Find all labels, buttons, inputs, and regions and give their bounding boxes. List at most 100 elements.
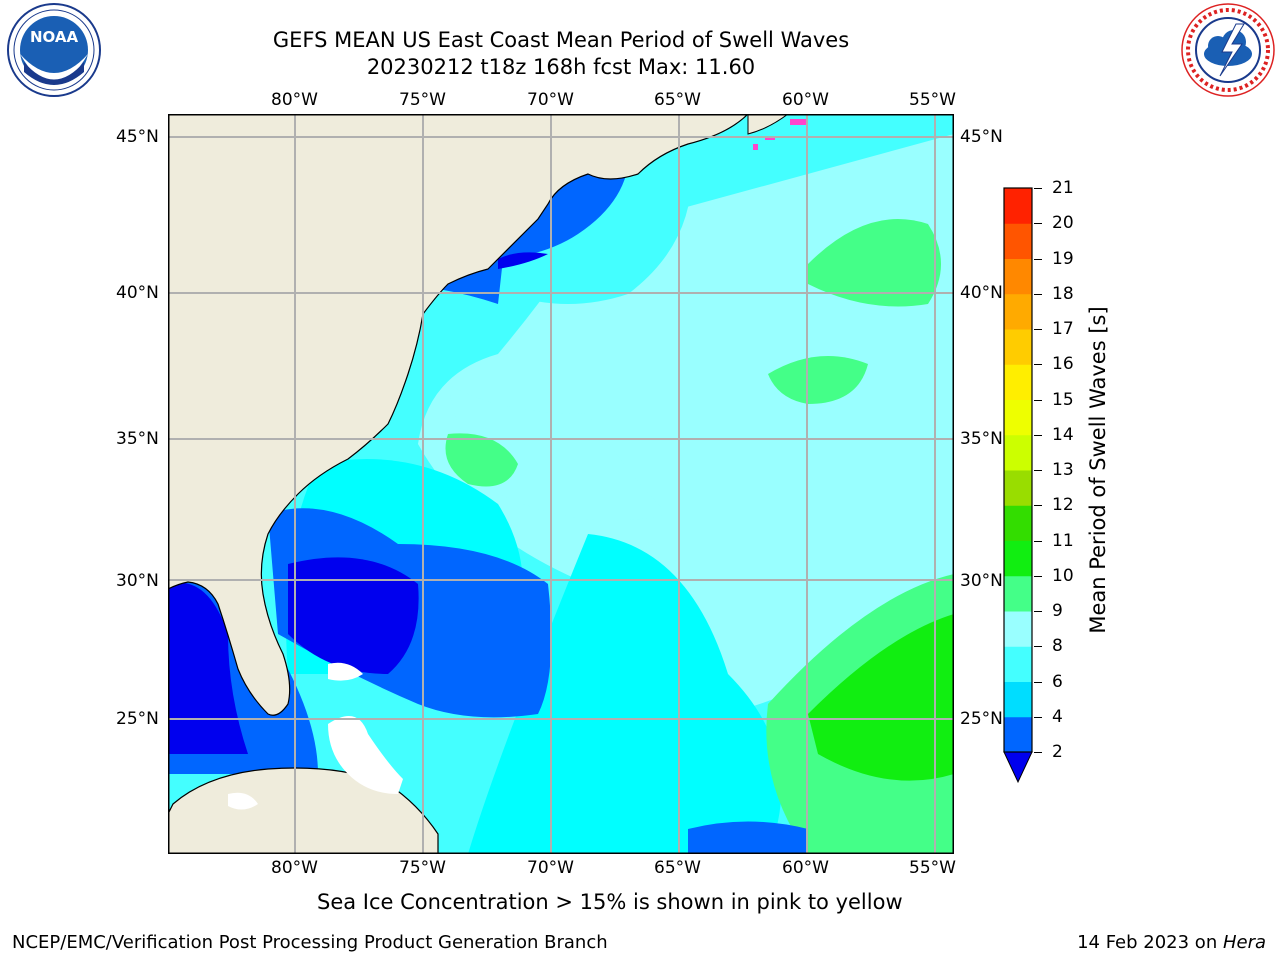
colorbar-tick-label: 4: [1052, 706, 1063, 727]
colorbar: [1003, 187, 1033, 784]
lat-label-left: 25°N: [116, 709, 159, 729]
lon-label-top: 70°W: [527, 90, 574, 110]
colorbar-cell: [1004, 258, 1032, 295]
colorbar-tick-mark: [1034, 258, 1042, 260]
colorbar-cell: [1004, 223, 1032, 259]
chart-subtitle: 20230212 t18z 168h fcst Max: 11.60: [366, 55, 756, 79]
colorbar-tick-mark: [1034, 646, 1042, 648]
bahamas-banks: [328, 662, 363, 681]
lon-label-bottom: 80°W: [271, 858, 318, 878]
colorbar-cell: [1004, 611, 1032, 647]
swell-below-2s-region: [168, 582, 248, 754]
map-gridlines: [168, 114, 954, 854]
colorbar-tick-mark: [1034, 223, 1042, 225]
swell-below-2s-region: [498, 252, 548, 269]
colorbar-tick-mark: [1034, 399, 1042, 401]
swell-8-9s-region: [448, 384, 668, 521]
colorbar-tick-mark: [1034, 364, 1042, 366]
colorbar-tick-mark: [1034, 681, 1042, 683]
lat-label-right: 45°N: [960, 127, 1003, 147]
colorbar-tick-mark: [1034, 329, 1042, 330]
colorbar-tick-label: 21: [1052, 178, 1074, 198]
bahamas-banks: [228, 792, 258, 810]
colorbar-tick-mark: [1034, 575, 1042, 577]
colorbar-tick-label: 11: [1052, 530, 1074, 551]
lon-label-top: 65°W: [654, 90, 701, 110]
lon-label-top: 55°W: [909, 90, 956, 110]
lon-label-bottom: 75°W: [399, 858, 446, 878]
colorbar-tick-label: 12: [1052, 495, 1074, 516]
colorbar-tick-mark: [1034, 293, 1042, 295]
swell-2-4s-region: [688, 821, 808, 854]
colorbar-tick-label: 8: [1052, 636, 1063, 657]
lon-label-top: 75°W: [399, 90, 446, 110]
footer-date-text: 14 Feb 2023 on: [1077, 932, 1223, 953]
colorbar-tick-label: 15: [1052, 389, 1074, 410]
colorbar-extend-arrow: [1003, 751, 1033, 784]
colorbar-tick-mark: [1034, 540, 1042, 542]
colorbar-tick-label: 14: [1052, 424, 1074, 445]
colorbar-tick-label: 6: [1052, 671, 1063, 692]
sea-ice-cell: [753, 144, 758, 150]
colorbar-tick-mark: [1034, 752, 1042, 753]
lon-label-top: 80°W: [271, 90, 318, 110]
lat-label-left: 40°N: [116, 283, 159, 303]
colorbar-tick-label: 13: [1052, 460, 1074, 480]
footer-date: 14 Feb 2023 on Hera: [1077, 932, 1266, 953]
chart-title: GEFS MEAN US East Coast Mean Period of S…: [272, 28, 850, 52]
lat-label-right: 35°N: [960, 429, 1003, 449]
colorbar-cell: [1004, 399, 1032, 436]
colorbar-tick-labels: 21 20 19 18 17 16 15 14 13 12 11 10 9 8 6 4 2: [1034, 178, 1084, 786]
colorbar-cell: [1004, 188, 1032, 224]
swell-10-11s-region: [808, 614, 954, 781]
colorbar-frame: [1003, 187, 1033, 753]
colorbar-cell: [1004, 329, 1032, 365]
lon-label-bottom: 70°W: [527, 858, 574, 878]
colorbar-tick-mark: [1034, 434, 1042, 436]
lat-label-right: 25°N: [960, 709, 1003, 729]
colorbar-cell: [1004, 505, 1032, 541]
colorbar-label: Mean Period of Swell Waves [s]: [1086, 306, 1110, 634]
lon-label-bottom: 55°W: [909, 858, 956, 878]
colorbar-tick-mark: [1034, 470, 1042, 471]
colorbar-tick-mark: [1034, 188, 1042, 189]
colorbar-tick-label: 19: [1052, 248, 1074, 269]
lat-label-left: 35°N: [116, 429, 159, 449]
colorbar-cell: [1004, 293, 1032, 330]
colorbar-cell: [1004, 716, 1032, 753]
colorbar-cell: [1004, 540, 1032, 577]
colorbar-cell: [1004, 434, 1032, 471]
lat-label-left: 30°N: [116, 571, 159, 591]
colorbar-tick-mark: [1034, 716, 1042, 718]
colorbar-cell: [1004, 681, 1032, 718]
sea-ice-caption: Sea Ice Concentration > 15% is shown in …: [317, 890, 903, 914]
map-frame: [168, 114, 954, 854]
lon-label-bottom: 65°W: [654, 858, 701, 878]
map-panel: [168, 114, 954, 854]
swell-9-10s-region: [808, 219, 941, 307]
swell-below-2s-region: [288, 557, 419, 674]
colorbar-tick-label: 18: [1052, 283, 1074, 304]
swell-9-10s-region: [768, 356, 868, 404]
colorbar-tick-mark: [1034, 505, 1042, 507]
noaa-logo-text: NOAA: [30, 28, 79, 46]
footer-machine: Hera: [1222, 932, 1266, 953]
colorbar-tick-label: 20: [1052, 213, 1074, 234]
nws-logo: [1178, 2, 1278, 98]
sea-ice-cell: [790, 119, 808, 125]
colorbar-tick-label: 10: [1052, 565, 1074, 586]
colorbar-cell: [1004, 470, 1032, 506]
colorbar-tick-label: 2: [1052, 742, 1063, 762]
noaa-logo: NOAA: [2, 2, 106, 98]
lon-label-bottom: 60°W: [782, 858, 829, 878]
lon-label-top: 60°W: [782, 90, 829, 110]
lat-label-left: 45°N: [116, 127, 159, 147]
swell-9-10s-region: [445, 433, 518, 487]
colorbar-cell: [1004, 575, 1032, 612]
colorbar-tick-label: 9: [1052, 601, 1063, 621]
lat-label-right: 30°N: [960, 571, 1003, 591]
land-cuba: [168, 767, 439, 854]
swell-6-8s-region: [468, 534, 782, 854]
lat-label-right: 40°N: [960, 283, 1003, 303]
colorbar-tick-mark: [1034, 611, 1042, 612]
